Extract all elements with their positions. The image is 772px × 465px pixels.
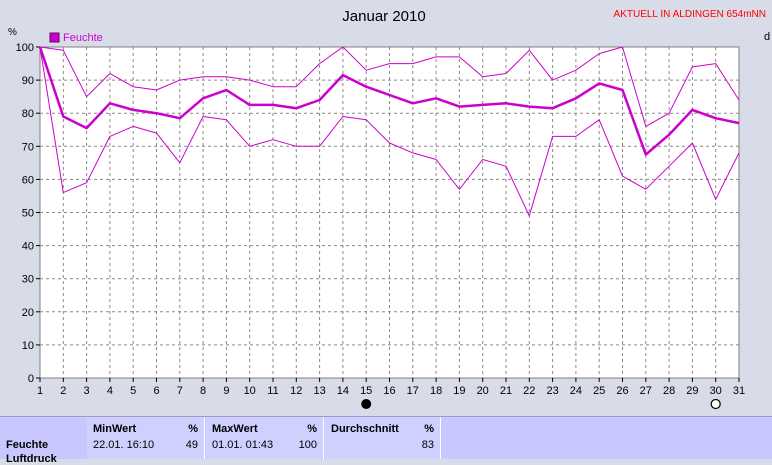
x-tick-label: 13 (313, 385, 325, 397)
avg-header: Durchschnitt (331, 423, 399, 435)
y-tick-label: 90 (22, 75, 34, 87)
new-moon-icon (361, 399, 372, 409)
stats-panel: Feuchte Luftdruck MinWert % 22.01. 16:10… (0, 416, 772, 465)
series-line-feuchte (38, 46, 740, 156)
y-tick-label: 70 (22, 141, 34, 153)
x-tick-label: 1 (37, 385, 43, 397)
x-tick-label: 26 (616, 385, 628, 397)
x-tick-label: 28 (663, 385, 675, 397)
x-tick-label: 24 (570, 385, 582, 397)
right-axis-label: d (764, 31, 770, 43)
x-tick-label: 23 (546, 385, 558, 397)
x-tick-label: 10 (244, 385, 256, 397)
x-tick-label: 4 (107, 385, 113, 397)
series-lines (38, 46, 740, 217)
full-moon-icon (710, 398, 721, 410)
x-tick-label: 25 (593, 385, 605, 397)
avg-cell: Durchschnitt % 83 (325, 417, 441, 459)
max-unit: % (307, 423, 317, 435)
min-header: MinWert (93, 423, 137, 435)
x-tick-label: 11 (267, 385, 278, 397)
avg-unit: % (424, 423, 434, 435)
x-tick-label: 19 (453, 385, 465, 397)
y-tick-label: 50 (22, 208, 34, 220)
x-tick-label: 31 (733, 385, 745, 397)
y-tick-label: 40 (22, 241, 34, 253)
x-tick-label: 5 (130, 385, 136, 397)
x-tick-label: 15 (360, 385, 372, 397)
x-tick-label: 7 (177, 385, 183, 397)
min-cell: MinWert % 22.01. 16:10 49 (87, 417, 205, 459)
stats-row-label-2: Luftdruck (6, 453, 57, 465)
x-tick-label: 16 (383, 385, 395, 397)
x-tick-label: 22 (523, 385, 535, 397)
x-tick-label: 29 (686, 385, 698, 397)
max-value: 100 (298, 439, 317, 451)
legend-swatch (49, 32, 60, 43)
x-tick-label: 3 (84, 385, 90, 397)
min-unit: % (188, 423, 198, 435)
x-tick-labels: 1 2 3 4 5 6 7 8 9 10 11 12 13 14 15 16 17 18 19 20 21 22 23 24 2… (37, 378, 745, 397)
min-time: 22.01. 16:10 (93, 439, 155, 451)
x-tick-label: 6 (153, 385, 159, 397)
x-tick-label: 27 (640, 385, 652, 397)
x-tick-label: 9 (223, 385, 229, 397)
moon-markers (361, 398, 721, 410)
x-tick-label: 14 (337, 385, 349, 397)
legend-label: Feuchte (63, 32, 103, 44)
y-tick-label: 80 (22, 108, 34, 120)
max-header: MaxWert (212, 423, 258, 435)
stats-row-label: Feuchte (6, 439, 49, 451)
max-cell: MaxWert % 01.01. 01:43 100 (206, 417, 324, 459)
y-tick-label: 60 (22, 174, 34, 186)
x-tick-label: 20 (477, 385, 489, 397)
max-time: 01.01. 01:43 (212, 439, 274, 451)
series-line-lower (39, 46, 740, 217)
y-tick-label: 20 (22, 307, 34, 319)
y-tick-label: 100 (16, 42, 34, 54)
avg-value: 83 (421, 439, 434, 451)
header-note: AKTUELL IN ALDINGEN 654mNN (614, 9, 766, 20)
y-tick-label: 30 (22, 274, 34, 286)
x-tick-label: 2 (60, 385, 66, 397)
x-tick-label: 8 (200, 385, 206, 397)
x-tick-label: 12 (290, 385, 302, 397)
x-tick-label: 21 (500, 385, 512, 397)
y-axis-unit: % (8, 27, 17, 38)
x-tick-label: 30 (710, 385, 722, 397)
series-line-upper (39, 46, 740, 127)
y-tick-labels: 0 10 20 30 40 50 60 70 80 90 100 (16, 42, 40, 385)
min-value: 49 (185, 439, 198, 451)
x-tick-label: 18 (430, 385, 442, 397)
y-tick-label: 0 (28, 373, 34, 385)
x-tick-label: 17 (407, 385, 419, 397)
y-tick-label: 10 (22, 340, 34, 352)
chart-title: Januar 2010 (342, 8, 425, 25)
